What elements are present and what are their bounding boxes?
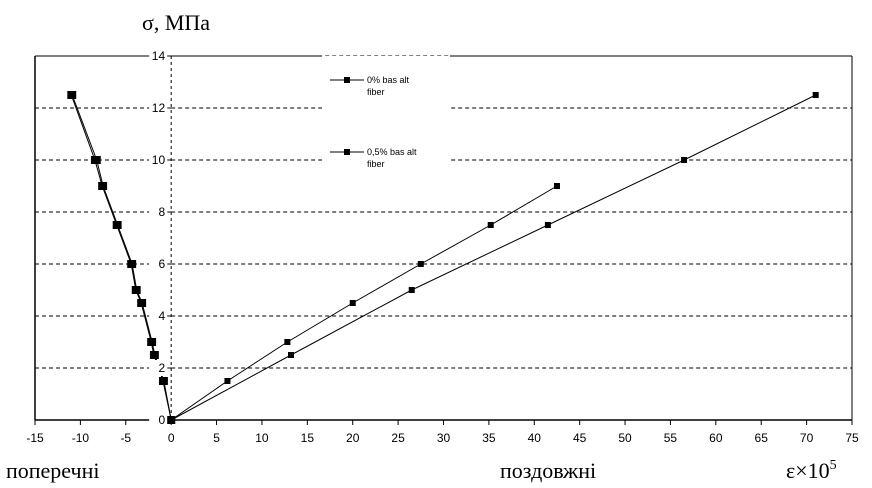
series-1-point-1 xyxy=(287,352,294,358)
y-tick-label-bg-1 xyxy=(149,360,168,376)
y-tick-label-2: 4 xyxy=(158,309,165,323)
x-tick-label-0: -15 xyxy=(26,431,44,445)
y-tick-label-bg-4 xyxy=(149,204,168,220)
y-axis-label: σ, МПа xyxy=(142,10,210,35)
legend-label-0-line1: 0% bas alt xyxy=(367,75,410,85)
series-3-point-5 xyxy=(131,286,140,294)
series-line-1 xyxy=(170,94,816,421)
legend-background xyxy=(322,56,450,168)
x-tick-label-2: -5 xyxy=(120,431,131,445)
x-label-strain-base: ε×10 xyxy=(786,458,830,483)
x-tick-label-13: 50 xyxy=(618,431,632,445)
tick-labels: -15 -10 -5 0 5 10 15 20 25 30 35 40 45 50 55 60 65 70 75 0 2… xyxy=(26,48,859,445)
series-0-point-4 xyxy=(417,261,424,267)
legend-marker-0 xyxy=(344,77,350,83)
y-tick-label-3: 6 xyxy=(158,257,165,271)
x-tick-label-10: 35 xyxy=(482,431,496,445)
x-tick-label-1: -10 xyxy=(72,431,90,445)
legend-label-1-line1: 0,5% bas alt xyxy=(367,147,417,157)
y-tick-label-5: 10 xyxy=(152,153,166,167)
x-tick-label-15: 60 xyxy=(709,431,723,445)
series-1-point-4 xyxy=(681,157,688,163)
legend-label-0-line2: fiber xyxy=(367,87,385,97)
series-3-point-3 xyxy=(147,338,156,346)
legend-marker-1 xyxy=(344,149,350,155)
y-tick-label-6: 12 xyxy=(152,101,166,115)
series-0-point-2 xyxy=(284,339,291,345)
x-tick-label-11: 40 xyxy=(528,431,542,445)
x-tick-label-16: 65 xyxy=(755,431,769,445)
series-1-point-5 xyxy=(812,92,819,98)
x-tick-label-17: 70 xyxy=(800,431,814,445)
x-tick-label-4: 5 xyxy=(213,431,220,445)
series-0-point-5 xyxy=(487,222,494,228)
y-tick-label-bg-0 xyxy=(149,412,168,428)
y-tick-label-bg-3 xyxy=(149,256,168,272)
y-tick-label-0: 0 xyxy=(158,413,165,427)
y-tick-label-bg-5 xyxy=(149,152,168,168)
x-tick-label-3: 0 xyxy=(168,431,175,445)
series-line-0 xyxy=(170,185,558,421)
series-3-point-9 xyxy=(90,156,99,164)
x-label-strain: ε×105 xyxy=(786,458,837,483)
x-label-strain-exponent: 5 xyxy=(830,458,837,473)
series-3-point-7 xyxy=(112,221,121,229)
x-tick-label-12: 45 xyxy=(573,431,587,445)
x-tick-label-18: 75 xyxy=(845,431,859,445)
x-label-longitudinal: поздовжні xyxy=(500,458,596,483)
x-tick-label-9: 30 xyxy=(437,431,451,445)
series-3-point-0 xyxy=(167,416,176,424)
series-3-point-8 xyxy=(98,182,107,190)
y-tick-label-bg-2 xyxy=(149,308,168,324)
x-label-transverse: поперечні xyxy=(6,458,99,483)
y-tick-label-1: 2 xyxy=(158,361,165,375)
series-3-point-6 xyxy=(127,260,136,268)
y-tick-label-4: 8 xyxy=(158,205,165,219)
series-0-point-6 xyxy=(553,183,560,189)
series-3-point-10 xyxy=(67,91,76,99)
legend-label-1-line2: fiber xyxy=(367,159,385,169)
legend: 0% bas alt fiber 0,5% bas alt fiber xyxy=(322,56,450,169)
y-tick-label-7: 14 xyxy=(152,49,166,63)
x-tick-label-6: 15 xyxy=(301,431,315,445)
series-3-point-4 xyxy=(137,299,146,307)
x-tick-label-5: 10 xyxy=(255,431,269,445)
series-3-point-2 xyxy=(149,351,158,359)
series-3-point-1 xyxy=(158,377,167,385)
x-tick-label-14: 55 xyxy=(664,431,678,445)
series-0-point-3 xyxy=(349,300,356,306)
y-tick-label-bg-6 xyxy=(149,100,168,116)
x-tick-label-7: 20 xyxy=(346,431,360,445)
series-1-point-3 xyxy=(544,222,551,228)
x-tick-label-8: 25 xyxy=(391,431,405,445)
series-0-point-1 xyxy=(224,378,231,384)
y-tick-label-bg-7 xyxy=(149,48,168,64)
data-series xyxy=(67,91,819,424)
series-1-point-2 xyxy=(408,287,415,293)
